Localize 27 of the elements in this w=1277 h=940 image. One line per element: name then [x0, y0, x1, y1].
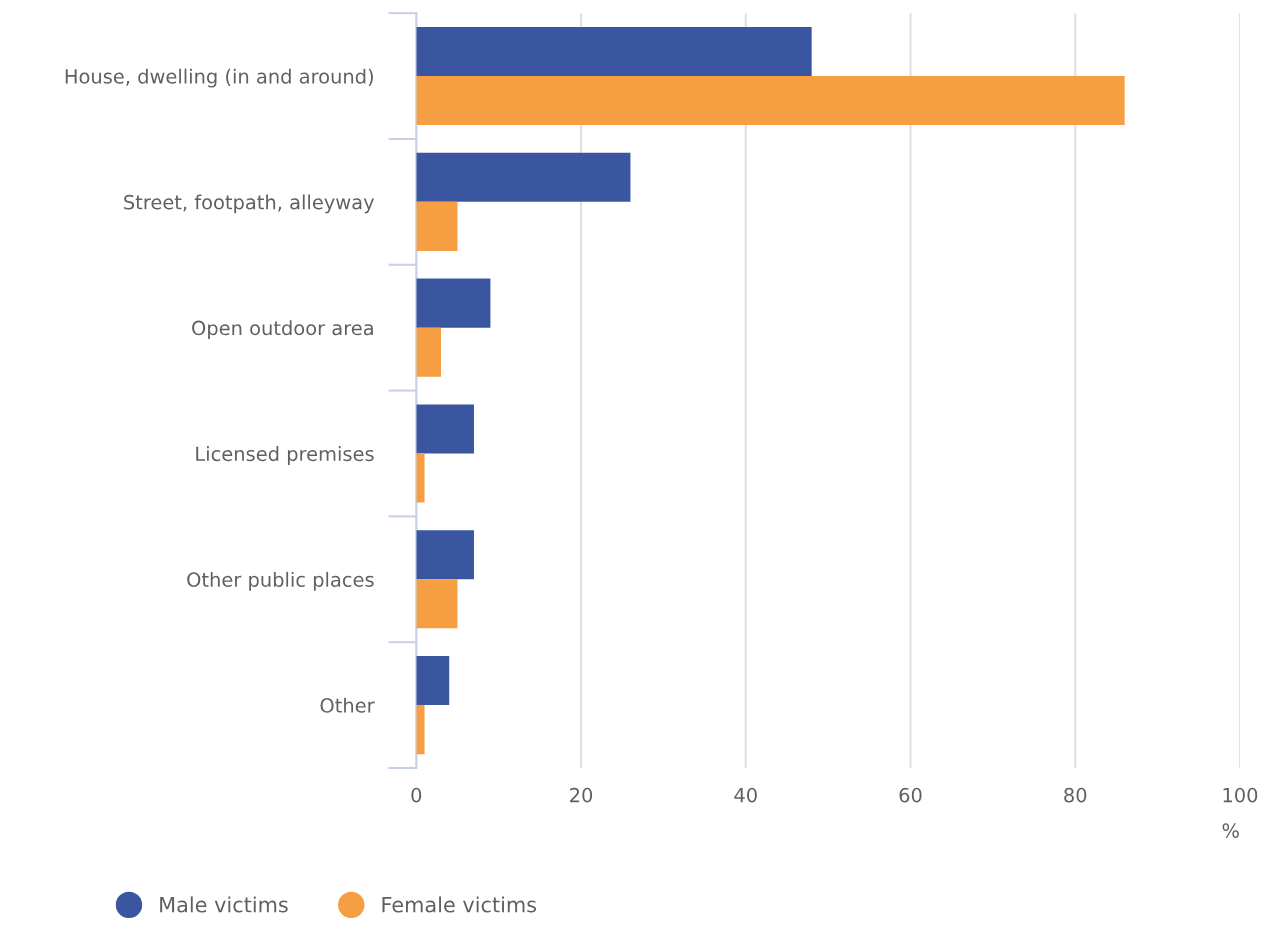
bar	[416, 579, 458, 629]
x-axis-title: %	[1222, 823, 1239, 838]
bar	[416, 152, 631, 202]
x-tick-label: 20	[570, 787, 593, 803]
x-tick-label: 60	[899, 787, 922, 803]
legend-label: Male victims	[160, 896, 288, 913]
x-tick-label: 80	[1064, 787, 1087, 803]
y-tick-label: Other public places	[187, 571, 374, 591]
bar	[416, 656, 450, 706]
legend-label: Female victims	[382, 896, 537, 913]
x-tick-label: 0	[411, 787, 422, 803]
x-tick-label: 100	[1223, 787, 1258, 803]
y-tick-label: Licensed premises	[196, 446, 374, 465]
x-tick-label: 40	[734, 787, 757, 803]
y-tick-label: House, dwelling (in and around)	[65, 68, 373, 88]
bar	[416, 27, 812, 77]
bar	[416, 327, 442, 377]
y-tick-label: Other	[320, 697, 375, 713]
bar	[416, 278, 491, 328]
bar	[416, 705, 425, 755]
y-tick-label: Open outdoor area	[192, 320, 373, 340]
bar	[416, 530, 474, 580]
y-tick-label: Street, footpath, alleyway	[124, 194, 375, 214]
bar	[416, 76, 1125, 126]
bar	[416, 453, 425, 503]
bar	[416, 404, 474, 454]
bar	[416, 201, 458, 251]
